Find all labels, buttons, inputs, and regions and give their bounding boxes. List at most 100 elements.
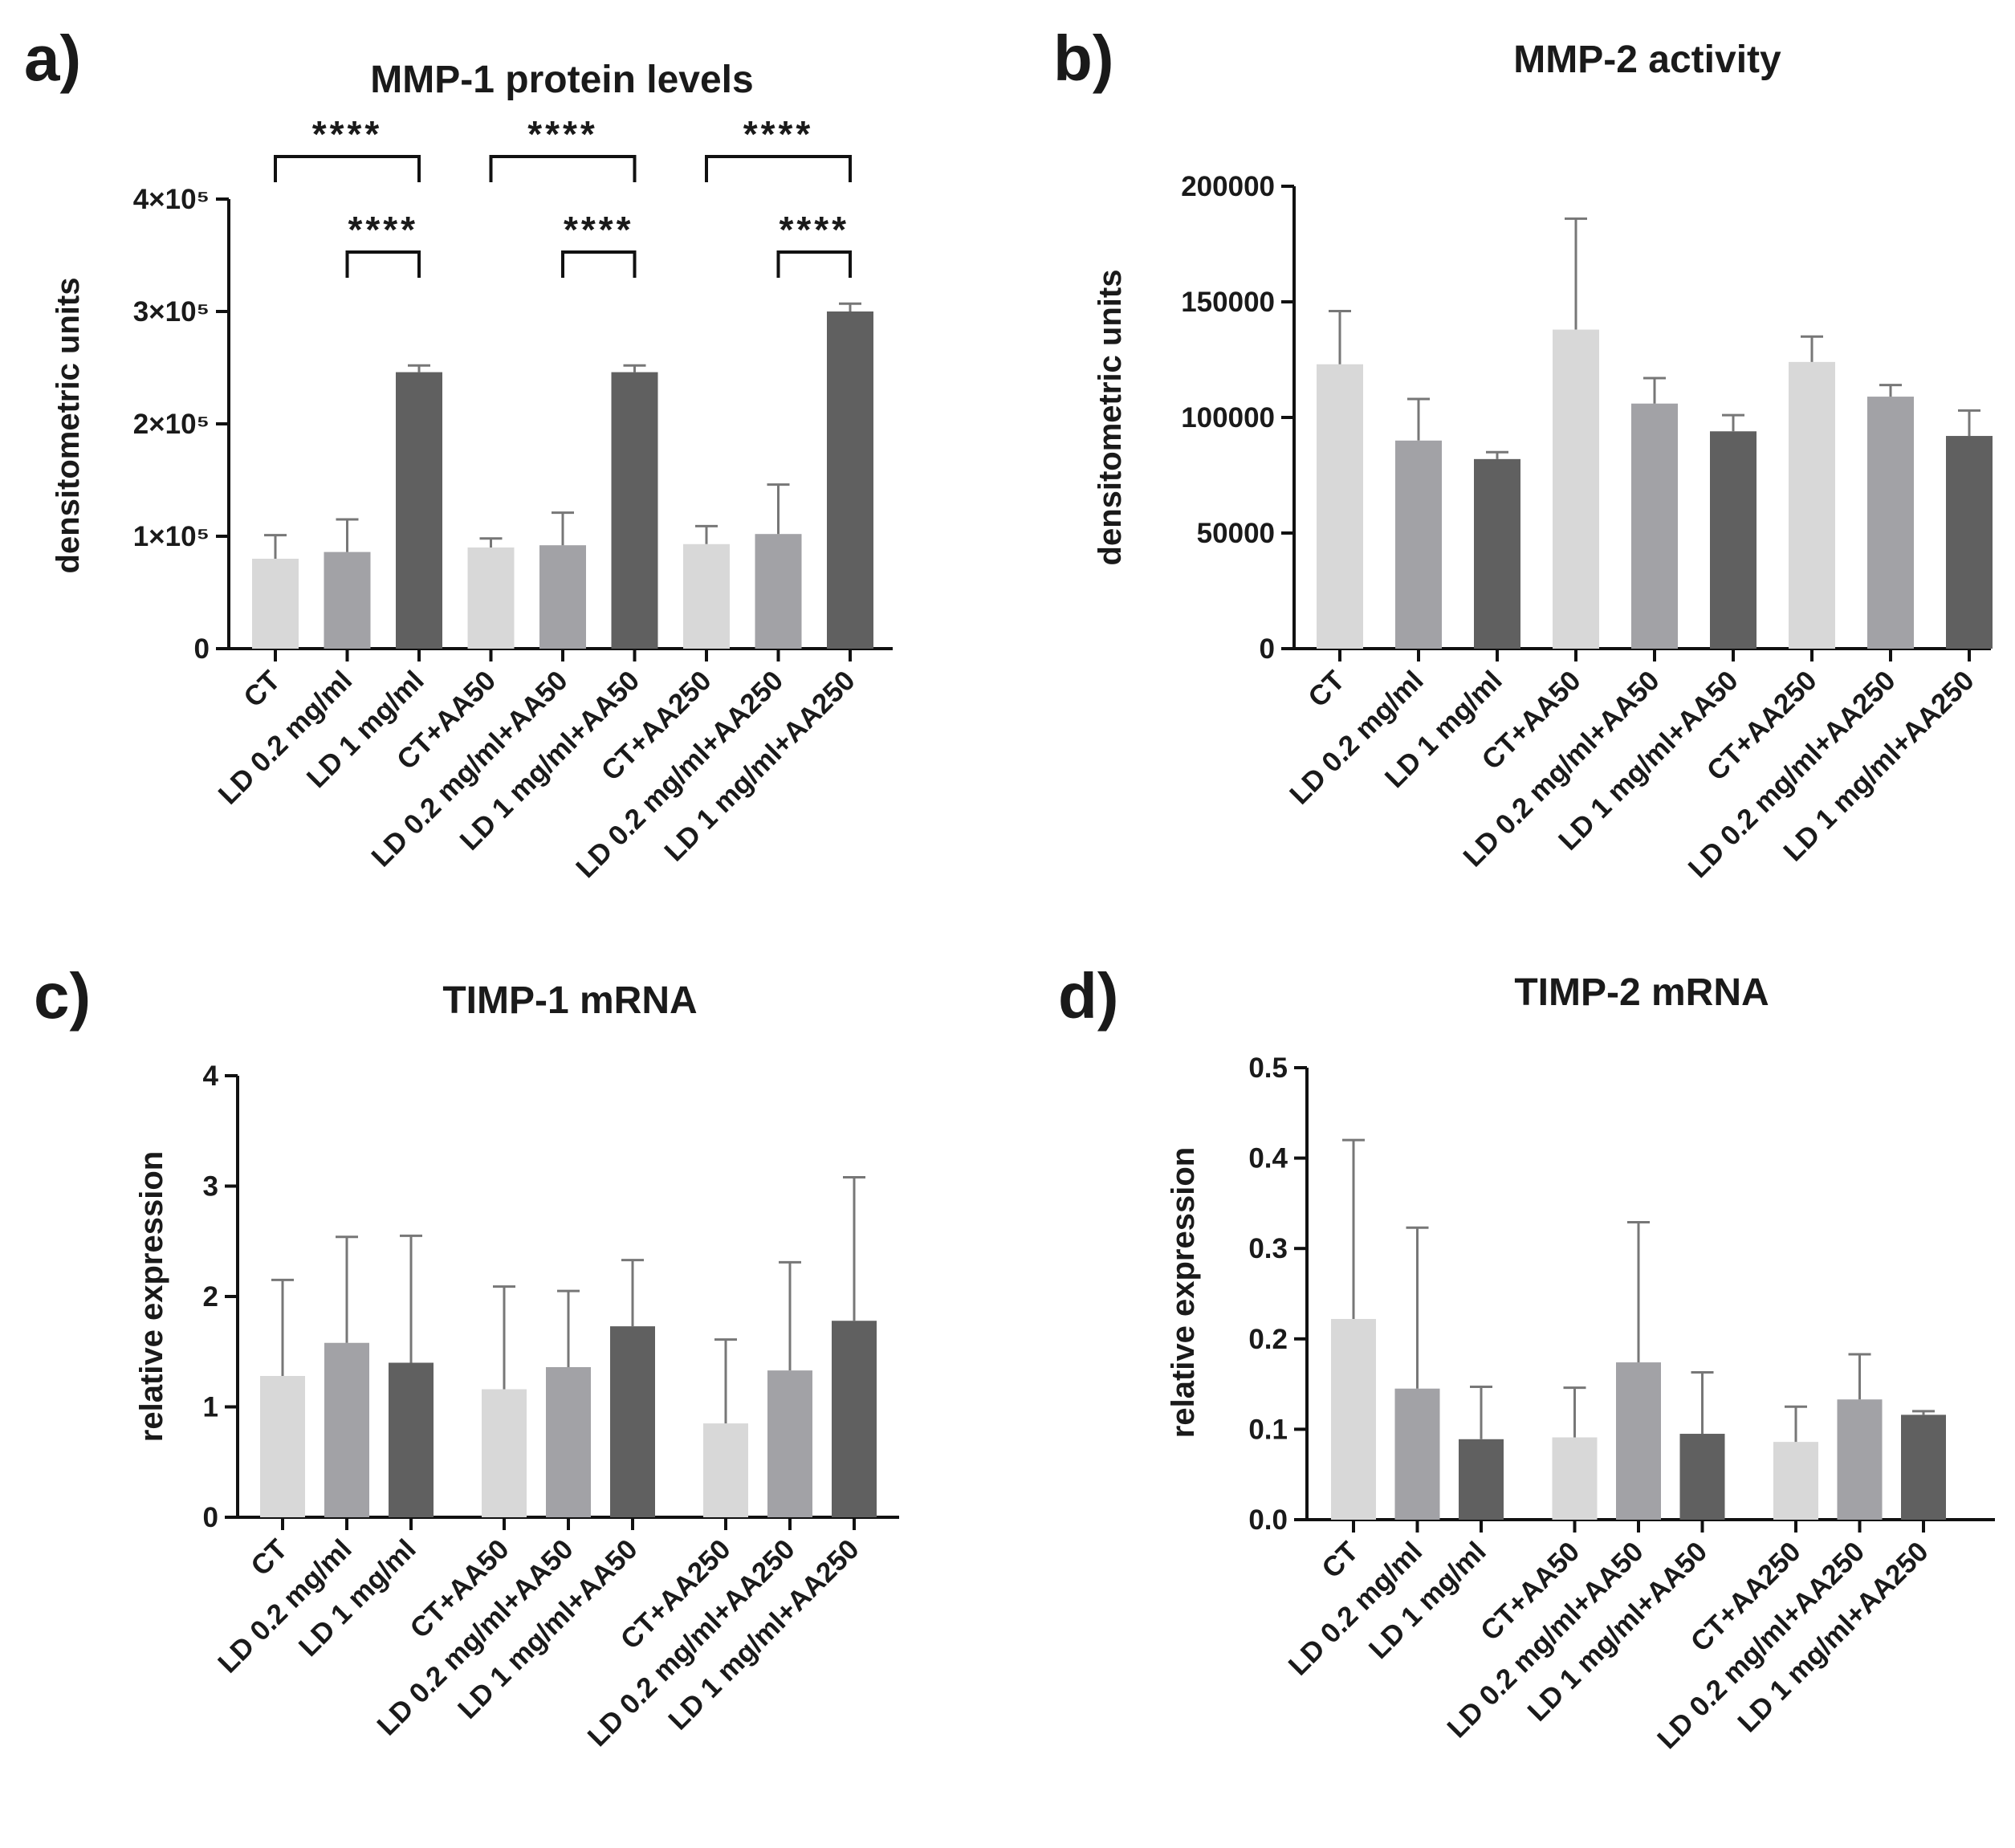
significance-label: **** <box>743 113 814 155</box>
bar-7 <box>683 543 730 649</box>
bar-5 <box>1616 1362 1661 1520</box>
error-bar-1 <box>271 1278 294 1376</box>
error-bar-3 <box>1486 450 1508 459</box>
bar-3 <box>1474 458 1520 649</box>
bar-4 <box>482 1389 527 1517</box>
significance-label: **** <box>527 113 598 155</box>
error-bar-7 <box>714 1338 737 1424</box>
y-tick-label: 0 <box>203 1502 218 1533</box>
bar-7 <box>703 1423 748 1517</box>
error-bar-4 <box>1563 1386 1586 1438</box>
error-bar-5 <box>1643 377 1666 404</box>
bar-3 <box>1459 1439 1504 1520</box>
error-bar-6 <box>623 364 646 372</box>
bar-1 <box>1331 1319 1376 1520</box>
bar-8 <box>1867 397 1914 649</box>
chart-title: MMP-2 activity <box>1513 39 1781 81</box>
y-axis-title: relative expression <box>134 1151 169 1442</box>
bar-2 <box>324 552 371 649</box>
category-label: LD 0.2 mg/ml <box>1284 665 1430 811</box>
y-tick-label: 0.5 <box>1248 1052 1288 1084</box>
y-tick-label: 100000 <box>1181 402 1275 434</box>
panel-letter: b) <box>1053 22 1114 94</box>
bar-9 <box>827 311 873 649</box>
significance-bracket <box>489 155 637 182</box>
y-tick-label: 2 <box>203 1281 218 1313</box>
y-tick-label: 0.2 <box>1248 1324 1288 1355</box>
bar-8 <box>755 534 802 649</box>
y-axis-title: densitometric units <box>51 278 86 574</box>
chart-title: MMP-1 protein levels <box>370 59 753 101</box>
error-bar-8 <box>1848 1353 1871 1400</box>
chart-panel-b: b) MMP-2 activity densitometric units 0 5000… <box>1053 22 1993 884</box>
y-tick-label: 1×10⁵ <box>133 521 210 552</box>
bar-1 <box>1317 364 1363 649</box>
bar-5 <box>546 1367 591 1517</box>
significance-bracket <box>705 155 852 182</box>
y-tick-label: 150000 <box>1181 287 1275 318</box>
bar-6 <box>610 1326 655 1517</box>
error-bar-4 <box>493 1285 515 1390</box>
category-label: CT <box>238 665 287 714</box>
bar-8 <box>767 1370 812 1517</box>
error-bar-8 <box>767 483 790 535</box>
panel-letter: d) <box>1058 960 1119 1032</box>
significance-label: **** <box>348 209 418 250</box>
y-tick-label: 200000 <box>1181 171 1275 202</box>
error-bar-3 <box>408 364 430 372</box>
bar-1 <box>252 559 299 649</box>
y-tick-label: 0.0 <box>1248 1504 1288 1536</box>
significance-label: **** <box>564 209 634 250</box>
bar-2 <box>1395 440 1442 649</box>
bar-9 <box>1901 1414 1946 1520</box>
category-label: CT <box>1316 1536 1365 1585</box>
error-bar-6 <box>1691 1370 1714 1435</box>
bar-1 <box>260 1376 305 1517</box>
bar-8 <box>1837 1399 1883 1520</box>
significance-bracket <box>561 250 637 278</box>
error-bar-1 <box>1342 1138 1365 1320</box>
bar-6 <box>611 372 658 649</box>
bar-7 <box>1789 361 1835 649</box>
panel-letter: a) <box>24 22 81 94</box>
significance-bracket <box>776 250 852 278</box>
bar-6 <box>1679 1434 1725 1520</box>
bar-3 <box>396 372 442 649</box>
bar-9 <box>1946 436 1993 649</box>
y-tick-label: 3 <box>203 1171 218 1203</box>
chart-title: TIMP-1 mRNA <box>442 979 697 1022</box>
y-tick-label: 4 <box>203 1060 219 1092</box>
y-axis-title: densitometric units <box>1093 270 1128 566</box>
error-bar-6 <box>1722 413 1744 432</box>
y-tick-label: 3×10⁵ <box>133 296 210 328</box>
y-tick-label: 0 <box>194 633 210 665</box>
chart-panel-a: a) MMP-1 protein levels densitometric unit… <box>24 22 893 884</box>
error-bar-6 <box>621 1259 644 1327</box>
error-bar-2 <box>1406 1226 1429 1389</box>
error-bar-1 <box>1329 310 1351 364</box>
significance-label: **** <box>312 113 383 155</box>
error-bar-5 <box>557 1289 580 1367</box>
error-bar-9 <box>1912 1410 1935 1415</box>
y-tick-label: 4×10⁵ <box>133 184 210 215</box>
error-bar-2 <box>336 1235 358 1343</box>
bar-6 <box>1710 431 1757 649</box>
error-bar-8 <box>1879 384 1902 397</box>
significance-label: **** <box>779 209 849 250</box>
category-label: CT <box>1302 665 1351 714</box>
error-bar-9 <box>839 302 861 311</box>
error-bar-5 <box>552 511 574 546</box>
y-tick-label: 0 <box>1260 633 1275 665</box>
error-bar-1 <box>264 534 287 559</box>
y-tick-label: 0.4 <box>1248 1143 1288 1174</box>
error-bar-7 <box>1785 1405 1807 1443</box>
error-bar-5 <box>1627 1221 1650 1363</box>
error-bar-3 <box>1470 1385 1492 1439</box>
y-tick-label: 50000 <box>1197 518 1275 549</box>
error-bar-7 <box>695 524 718 544</box>
chart-title: TIMP-2 mRNA <box>1514 971 1769 1014</box>
error-bar-2 <box>1407 397 1430 441</box>
bar-9 <box>832 1321 877 1517</box>
bar-3 <box>389 1362 434 1517</box>
